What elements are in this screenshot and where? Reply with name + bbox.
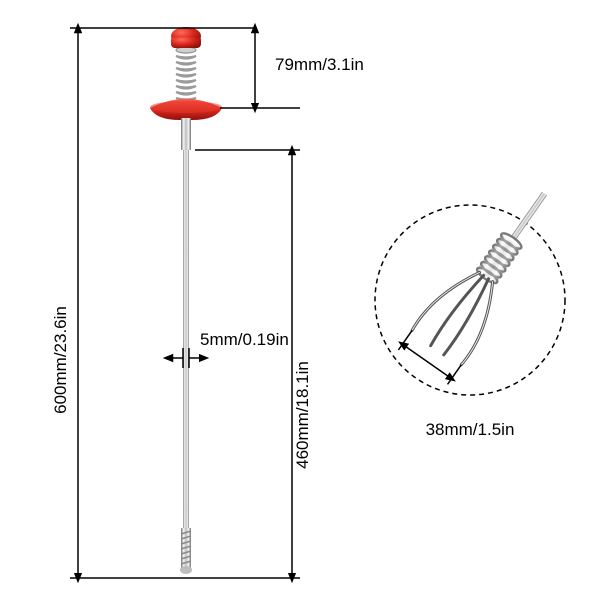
handle-flange bbox=[150, 99, 222, 120]
detail-circle bbox=[375, 205, 565, 395]
label-total: 600mm/23.6in bbox=[51, 306, 70, 414]
handle-cap bbox=[171, 27, 201, 48]
diagram-root: 79mm/3.1in 600mm/23.6in 460mm/18.1in 5mm… bbox=[0, 0, 600, 600]
label-shaft: 460mm/18.1in bbox=[293, 361, 312, 469]
tip-coil bbox=[180, 528, 192, 574]
label-shaft-dia: 5mm/0.19in bbox=[200, 330, 289, 349]
detail-claw: 38mm/1.5in bbox=[375, 176, 570, 439]
shaft bbox=[183, 150, 189, 530]
label-claw: 38mm/1.5in bbox=[426, 420, 515, 439]
collar bbox=[181, 118, 191, 150]
tool-main bbox=[150, 27, 222, 574]
label-handle: 79mm/3.1in bbox=[275, 55, 364, 74]
handle-spring bbox=[176, 47, 196, 101]
